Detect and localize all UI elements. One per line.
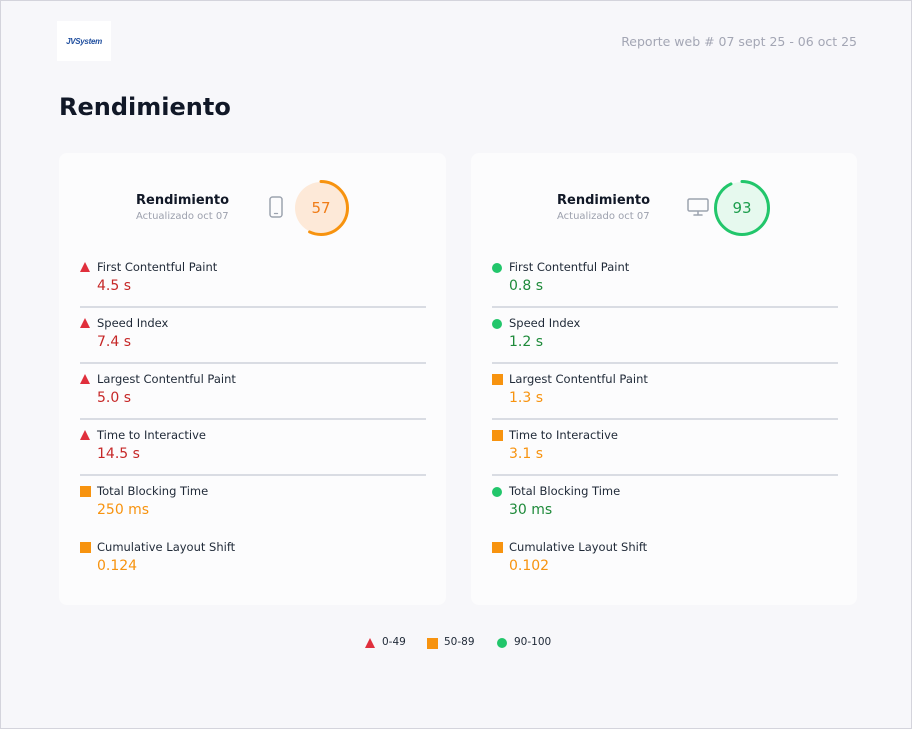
good-circle-icon bbox=[492, 487, 502, 497]
metric-value: 1.2 s bbox=[509, 334, 544, 350]
score-value: 57 bbox=[311, 199, 331, 217]
poor-triangle-icon bbox=[80, 262, 90, 272]
legend-label: 90-100 bbox=[514, 636, 552, 648]
poor-triangle-icon bbox=[80, 430, 90, 440]
mobile-performance-card: Rendimiento Actualizado oct 07 57 First … bbox=[59, 153, 446, 605]
metric-divider bbox=[80, 306, 426, 308]
metric-divider bbox=[80, 474, 426, 476]
card-title: Rendimiento bbox=[557, 193, 651, 208]
average-square-icon bbox=[492, 430, 503, 441]
card-subtitle: Actualizado oct 07 bbox=[136, 211, 229, 222]
desktop-performance-card: Rendimiento Actualizado oct 07 93 First … bbox=[471, 153, 857, 605]
good-circle-icon bbox=[492, 263, 502, 273]
metric-label: Largest Contentful Paint bbox=[509, 372, 648, 386]
metric-label: Speed Index bbox=[509, 316, 581, 330]
metric-value: 0.102 bbox=[509, 558, 550, 574]
metric-divider bbox=[80, 418, 426, 420]
metric-value: 0.124 bbox=[97, 558, 138, 574]
metric-label: Total Blocking Time bbox=[97, 484, 209, 498]
metric-value: 0.8 s bbox=[509, 278, 544, 294]
poor-triangle-icon bbox=[365, 638, 375, 648]
score-gauge bbox=[293, 180, 349, 236]
metric-label: Total Blocking Time bbox=[509, 484, 621, 498]
metric-label: Cumulative Layout Shift bbox=[509, 540, 648, 554]
metric-value: 14.5 s bbox=[97, 446, 140, 462]
average-square-icon bbox=[492, 542, 503, 553]
metric-value: 5.0 s bbox=[97, 390, 132, 406]
report-title: Reporte web # 07 sept 25 - 06 oct 25 bbox=[621, 34, 857, 49]
metric-label: Cumulative Layout Shift bbox=[97, 540, 236, 554]
metric-divider bbox=[492, 418, 838, 420]
metric-value: 4.5 s bbox=[97, 278, 132, 294]
legend-label: 0-49 bbox=[382, 636, 406, 648]
metric-divider bbox=[492, 362, 838, 364]
good-circle-icon bbox=[497, 638, 507, 648]
score-gauge bbox=[714, 180, 770, 236]
average-square-icon bbox=[80, 486, 91, 497]
average-square-icon bbox=[427, 638, 438, 649]
metric-label: First Contentful Paint bbox=[97, 260, 218, 274]
metric-value: 3.1 s bbox=[509, 446, 544, 462]
poor-triangle-icon bbox=[80, 318, 90, 328]
metric-label: Time to Interactive bbox=[97, 428, 206, 442]
average-square-icon bbox=[80, 542, 91, 553]
metric-label: First Contentful Paint bbox=[509, 260, 630, 274]
logo-text: JVSystem bbox=[66, 36, 102, 46]
metric-value: 250 ms bbox=[97, 502, 150, 518]
poor-triangle-icon bbox=[80, 374, 90, 384]
smartphone-icon bbox=[269, 196, 283, 218]
metric-divider bbox=[80, 362, 426, 364]
metric-value: 1.3 s bbox=[509, 390, 544, 406]
metric-label: Time to Interactive bbox=[509, 428, 618, 442]
monitor-icon bbox=[687, 198, 709, 216]
card-title: Rendimiento bbox=[136, 193, 230, 208]
legend-label: 50-89 bbox=[444, 636, 475, 648]
score-value: 93 bbox=[732, 199, 752, 217]
good-circle-icon bbox=[492, 319, 502, 329]
metric-value: 30 ms bbox=[509, 502, 553, 518]
average-square-icon bbox=[492, 374, 503, 385]
metric-label: Speed Index bbox=[97, 316, 169, 330]
metric-divider bbox=[492, 474, 838, 476]
page-title: Rendimiento bbox=[59, 93, 231, 121]
metric-label: Largest Contentful Paint bbox=[97, 372, 236, 386]
metric-value: 7.4 s bbox=[97, 334, 132, 350]
company-logo: JVSystem bbox=[57, 21, 111, 61]
metric-divider bbox=[492, 306, 838, 308]
card-subtitle: Actualizado oct 07 bbox=[557, 211, 650, 222]
